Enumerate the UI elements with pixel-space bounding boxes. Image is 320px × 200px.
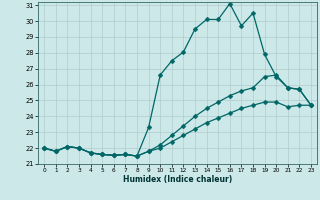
X-axis label: Humidex (Indice chaleur): Humidex (Indice chaleur) — [123, 175, 232, 184]
